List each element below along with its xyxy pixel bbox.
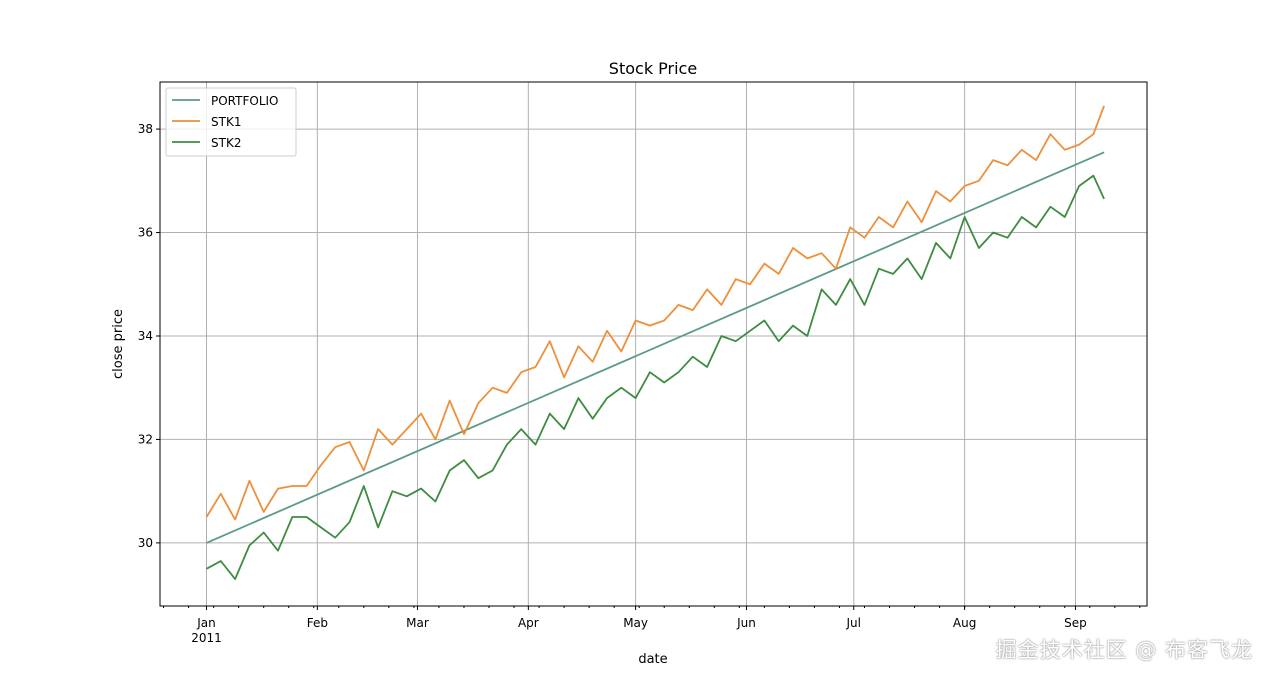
- series-line-stk2: [206, 174, 1105, 580]
- x-tick-label: Mar: [406, 616, 429, 630]
- series-line-stk1: [205, 105, 1105, 521]
- chart-title: Stock Price: [609, 59, 697, 78]
- y-tick-label: 34: [138, 329, 153, 343]
- y-tick-label: 30: [138, 536, 153, 550]
- x-tick-label: Aug: [953, 616, 976, 630]
- x-tick-label: Feb: [307, 616, 328, 630]
- y-tick-label: 36: [138, 226, 153, 240]
- y-tick-label: 32: [138, 432, 153, 446]
- x-tick-sublabel: 2011: [191, 631, 222, 645]
- legend-label-stk2: STK2: [211, 136, 241, 150]
- legend-box: [165, 87, 297, 157]
- y-axis-label: close price: [111, 309, 126, 379]
- axes-frame: [159, 81, 1148, 607]
- x-axis-label: date: [638, 652, 667, 667]
- x-tick-label: Jun: [736, 616, 756, 630]
- y-tick-label: 38: [138, 122, 153, 136]
- x-tick-label: Apr: [518, 616, 539, 630]
- x-tick-label: May: [623, 616, 648, 630]
- x-tick-label: Sep: [1064, 616, 1087, 630]
- legend-label-portfolio: PORTFOLIO: [211, 94, 279, 108]
- series-lines: [205, 105, 1105, 580]
- x-tick-label: Jul: [846, 616, 861, 630]
- grid: [160, 82, 1147, 606]
- x-tick-label: Jan: [196, 616, 216, 630]
- series-line-portfolio: [206, 151, 1105, 544]
- watermark: 掘金技术社区 @ 布客飞龙: [995, 638, 1253, 662]
- legend-label-stk1: STK1: [211, 115, 241, 129]
- legend: PORTFOLIO STK1 STK2: [165, 87, 297, 157]
